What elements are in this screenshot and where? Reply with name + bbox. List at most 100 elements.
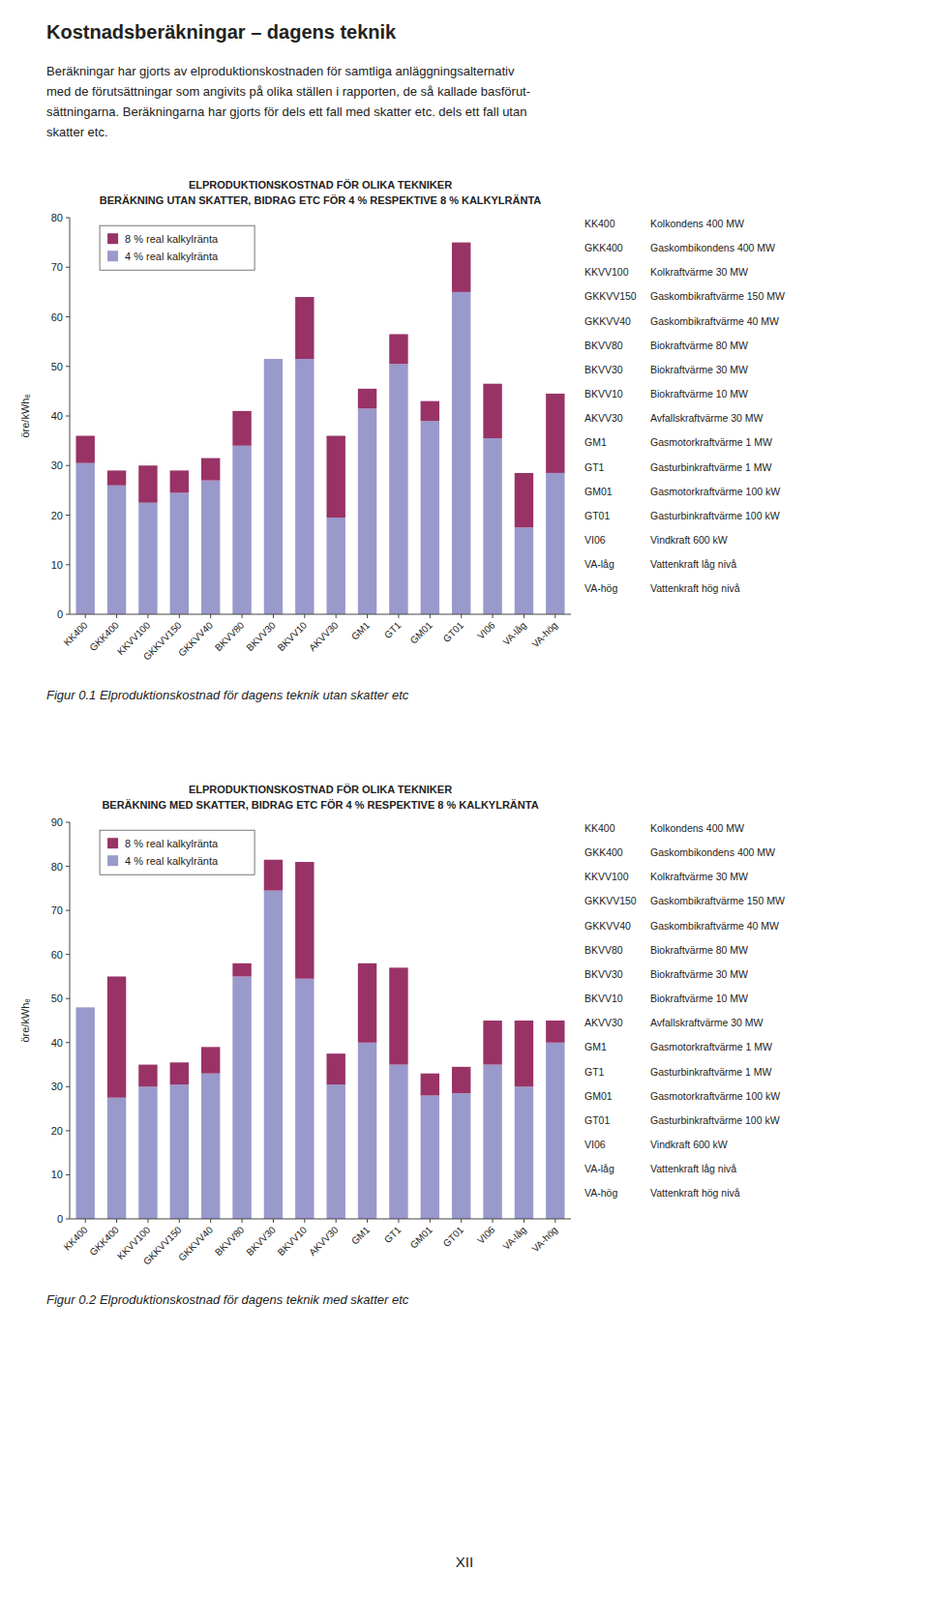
- bar: [482, 1065, 502, 1220]
- bar: [75, 1007, 94, 1220]
- x-tick-label: GKKVV150: [141, 1224, 184, 1267]
- x-tick-label: BKVV80: [212, 1224, 247, 1259]
- x-tick: [209, 1219, 211, 1224]
- chart-subtitle: BERÄKNING UTAN SKATTER, BIDRAG ETC FÖR 4…: [99, 194, 542, 207]
- x-tick-label: GM01: [408, 619, 435, 646]
- x-tick-label: KK400: [61, 1224, 90, 1253]
- code-description: Avfallskraftvärme 30 MW: [650, 1017, 764, 1029]
- bar: [232, 963, 251, 978]
- bar: [482, 1020, 502, 1066]
- code-label: AKVV30: [584, 1017, 624, 1029]
- code-description: Gasturbinkraftvärme 100 kW: [650, 1114, 780, 1127]
- x-tick: [460, 614, 462, 619]
- code-description: Gasturbinkraftvärme 1 MW: [650, 1066, 773, 1079]
- code-description: Gaskombikraftvärme 150 MW: [650, 290, 785, 302]
- y-tick: [65, 465, 70, 467]
- chart-subtitle: BERÄKNING MED SKATTER, BIDRAG ETC FÖR 4 …: [101, 799, 539, 811]
- bar: [75, 1007, 94, 1009]
- bar: [326, 517, 345, 615]
- y-tick: [65, 910, 70, 912]
- bar: [201, 458, 220, 481]
- code-label: GT01: [584, 1114, 610, 1127]
- bar: [107, 485, 126, 615]
- bar: [545, 1043, 565, 1220]
- y-tick-label: 30: [51, 1080, 63, 1093]
- bar: [514, 1086, 534, 1220]
- bar: [138, 1086, 157, 1220]
- x-tick: [209, 614, 211, 619]
- bar: [389, 333, 408, 364]
- legend-frame: [99, 830, 255, 875]
- bar: [389, 967, 408, 1065]
- code-label: GT1: [584, 461, 605, 474]
- x-tick: [272, 614, 274, 619]
- bar: [232, 976, 251, 1220]
- code-list: KK400Kolkondens 400 MWGKK400Gaskombikond…: [584, 217, 785, 595]
- y-tick-label: 40: [51, 1037, 63, 1049]
- y-tick: [65, 998, 70, 1000]
- x-tick-label: GT01: [441, 1224, 467, 1250]
- y-axis-label: öre/kWhₑ: [19, 393, 31, 438]
- code-label: KKVV100: [584, 266, 630, 278]
- y-tick: [65, 954, 70, 956]
- y-tick: [65, 614, 70, 616]
- x-tick-label: GT1: [382, 1224, 404, 1246]
- y-tick-label: 50: [51, 360, 63, 373]
- y-axis-label: öre/kWhₑ: [19, 998, 31, 1043]
- legend-label: 4 % real kalkylränta: [124, 250, 219, 263]
- x-tick: [335, 1219, 337, 1224]
- bar: [264, 860, 283, 892]
- bar: [451, 242, 471, 293]
- bar: [545, 393, 565, 474]
- legend-label: 8 % real kalkylränta: [124, 838, 219, 850]
- bar: [358, 408, 377, 615]
- code-description: Gaskombikraftvärme 40 MW: [650, 315, 780, 328]
- y-tick-label: 20: [51, 509, 63, 522]
- bars: [75, 860, 565, 1220]
- x-tick-label: GM1: [349, 1224, 372, 1247]
- code-label: BKVV10: [584, 992, 624, 1005]
- y-tick-label: 90: [51, 816, 63, 829]
- x-tick: [85, 614, 87, 619]
- bar: [75, 436, 94, 464]
- x-tick: [554, 614, 556, 619]
- y-tick-label: 10: [51, 1168, 63, 1181]
- bar: [451, 1067, 471, 1094]
- bar: [358, 1043, 377, 1220]
- x-tick-label: GM1: [349, 619, 372, 642]
- bar: [420, 401, 440, 422]
- y-tick: [65, 416, 70, 418]
- bar: [514, 527, 534, 615]
- x-axis-line: [69, 1219, 571, 1221]
- code-label: GKKVV150: [584, 290, 637, 302]
- x-tick-label: VI06: [475, 1224, 498, 1247]
- code-description: Gasmotorkraftvärme 1 MW: [650, 436, 773, 449]
- code-label: BKVV80: [584, 944, 624, 957]
- x-tick: [85, 1219, 87, 1224]
- bar: [326, 436, 345, 519]
- x-tick: [366, 614, 368, 619]
- y-tick: [65, 267, 70, 269]
- code-description: Gasturbinkraftvärme 1 MW: [650, 461, 773, 474]
- y-tick-label: 20: [51, 1125, 63, 1138]
- x-tick-label: VI06: [475, 619, 498, 642]
- bar: [545, 473, 565, 615]
- page-body-line: Beräkningar har gjorts av elproduktionsk…: [46, 63, 515, 79]
- code-description: Gaskombikondens 400 MW: [650, 846, 776, 859]
- x-tick-label: BKVV10: [275, 1224, 310, 1259]
- bar: [514, 1020, 534, 1087]
- bar: [232, 411, 251, 447]
- bar: [107, 470, 126, 485]
- bar: [420, 1074, 440, 1097]
- y-tick: [65, 822, 70, 824]
- code-label: VA-låg: [584, 1163, 615, 1175]
- y-tick-label: 0: [57, 1213, 63, 1226]
- bar: [420, 1095, 440, 1220]
- chart: ELPRODUKTIONSKOSTNAD FÖR OLIKA TEKNIKER B…: [19, 783, 785, 1308]
- x-tick-label: VA-låg: [500, 1225, 528, 1253]
- x-tick-label: VA-hög: [529, 1225, 560, 1256]
- bar: [358, 389, 377, 410]
- x-tick: [241, 614, 243, 619]
- chart-title: ELPRODUKTIONSKOSTNAD FÖR OLIKA TEKNIKER: [188, 783, 452, 796]
- bar: [514, 473, 534, 528]
